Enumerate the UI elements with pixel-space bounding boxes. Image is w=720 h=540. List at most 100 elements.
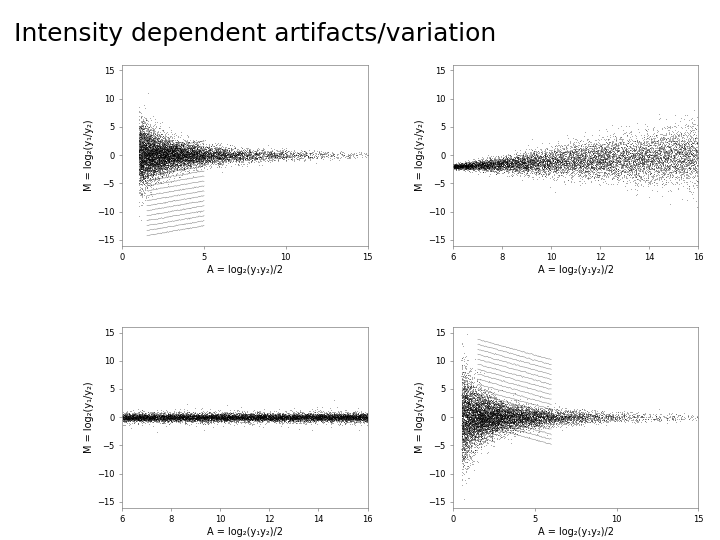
Point bbox=[549, 153, 561, 162]
Point bbox=[139, 151, 150, 160]
Point bbox=[233, 415, 245, 423]
Point bbox=[465, 162, 477, 171]
Point bbox=[330, 415, 342, 423]
Point bbox=[291, 417, 302, 426]
Point bbox=[163, 159, 174, 167]
Point bbox=[208, 144, 220, 152]
Point bbox=[541, 407, 552, 415]
Point bbox=[614, 157, 626, 166]
Point bbox=[567, 158, 578, 166]
Point bbox=[279, 414, 290, 422]
Point bbox=[514, 417, 526, 426]
Point bbox=[559, 413, 571, 422]
Point bbox=[464, 163, 476, 171]
Point bbox=[688, 164, 699, 172]
Point bbox=[521, 408, 532, 416]
Point bbox=[522, 415, 534, 423]
Point bbox=[480, 385, 491, 394]
Point bbox=[199, 149, 211, 158]
Point bbox=[287, 412, 299, 421]
Point bbox=[596, 406, 608, 415]
Point bbox=[171, 150, 182, 158]
Point bbox=[512, 151, 523, 160]
Y-axis label: M = log₂(y₁/y₂): M = log₂(y₁/y₂) bbox=[415, 381, 426, 453]
Point bbox=[319, 414, 330, 423]
Point bbox=[456, 404, 467, 413]
Point bbox=[202, 156, 213, 164]
Point bbox=[600, 410, 611, 419]
Point bbox=[595, 154, 606, 163]
Point bbox=[471, 405, 482, 414]
Point bbox=[125, 411, 136, 420]
Point bbox=[143, 128, 154, 137]
Point bbox=[617, 130, 629, 138]
Point bbox=[338, 412, 350, 421]
Point bbox=[466, 417, 477, 426]
Point bbox=[135, 168, 147, 177]
Point bbox=[252, 410, 264, 418]
Point bbox=[466, 410, 477, 419]
Point bbox=[142, 173, 153, 181]
Point bbox=[467, 414, 478, 422]
Point bbox=[474, 421, 485, 429]
Point bbox=[305, 412, 317, 421]
Point bbox=[146, 124, 158, 133]
Point bbox=[315, 147, 327, 156]
Point bbox=[461, 427, 472, 436]
Point bbox=[189, 411, 200, 420]
Point bbox=[135, 157, 146, 165]
Point bbox=[175, 154, 186, 163]
Point bbox=[345, 413, 356, 422]
Point bbox=[652, 159, 663, 167]
Point bbox=[153, 411, 165, 420]
Point bbox=[505, 165, 516, 174]
Point bbox=[167, 148, 179, 157]
Point bbox=[244, 413, 256, 422]
Point bbox=[149, 414, 161, 423]
Point bbox=[477, 419, 488, 428]
Point bbox=[343, 415, 354, 424]
Point bbox=[505, 415, 516, 423]
Point bbox=[133, 147, 145, 156]
Point bbox=[549, 157, 561, 165]
Point bbox=[158, 162, 169, 171]
Point bbox=[492, 402, 503, 410]
Point bbox=[505, 410, 517, 419]
Point bbox=[130, 415, 142, 424]
Point bbox=[482, 161, 494, 170]
Point bbox=[587, 144, 598, 153]
Point bbox=[529, 155, 541, 164]
Point bbox=[599, 144, 611, 152]
Point bbox=[179, 167, 190, 176]
Point bbox=[515, 428, 526, 437]
Point bbox=[467, 410, 479, 419]
Point bbox=[191, 147, 202, 156]
Point bbox=[171, 417, 183, 426]
Point bbox=[246, 416, 257, 424]
Point bbox=[562, 176, 574, 184]
Point bbox=[493, 417, 505, 426]
Point bbox=[244, 414, 256, 422]
Point bbox=[120, 415, 131, 423]
Point bbox=[667, 155, 679, 164]
Point bbox=[475, 420, 487, 428]
Point bbox=[133, 133, 145, 141]
Point bbox=[360, 417, 372, 426]
Point bbox=[212, 148, 224, 157]
Point bbox=[141, 418, 153, 427]
Point bbox=[670, 142, 681, 151]
Point bbox=[543, 146, 554, 154]
Point bbox=[209, 148, 220, 157]
Point bbox=[492, 399, 504, 407]
Point bbox=[575, 161, 586, 170]
Point bbox=[456, 163, 468, 171]
Point bbox=[594, 415, 606, 423]
Point bbox=[243, 148, 254, 157]
Point bbox=[145, 125, 156, 133]
Point bbox=[555, 410, 567, 419]
Point bbox=[467, 159, 478, 167]
Point bbox=[143, 140, 155, 149]
Point bbox=[182, 141, 194, 150]
Point bbox=[604, 147, 616, 156]
Point bbox=[191, 154, 202, 163]
